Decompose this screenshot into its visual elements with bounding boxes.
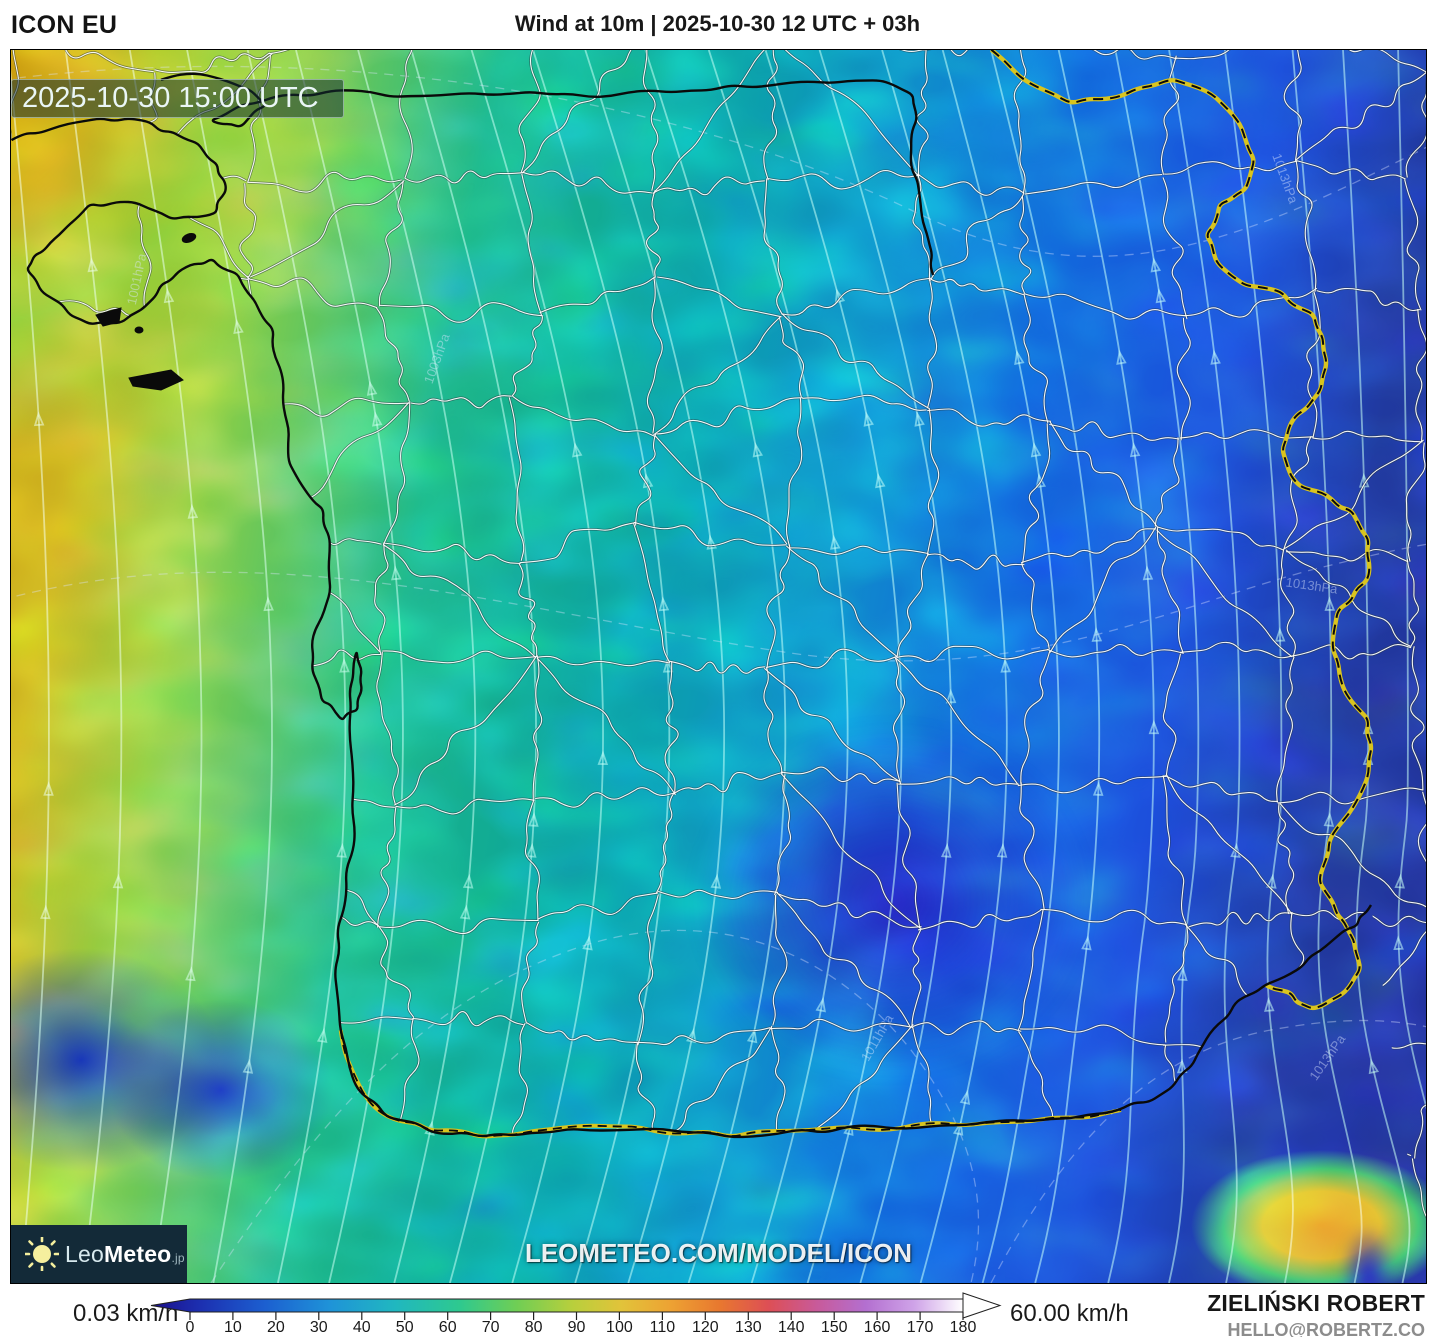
svg-text:30: 30 <box>310 1319 328 1336</box>
svg-text:130: 130 <box>735 1319 762 1336</box>
svg-text:100: 100 <box>606 1319 633 1336</box>
svg-text:140: 140 <box>778 1319 805 1336</box>
svg-text:70: 70 <box>482 1319 500 1336</box>
svg-text:120: 120 <box>692 1319 719 1336</box>
svg-text:0: 0 <box>186 1319 195 1336</box>
svg-text:160: 160 <box>864 1319 891 1336</box>
svg-text:10: 10 <box>224 1319 242 1336</box>
svg-text:80: 80 <box>525 1319 543 1336</box>
svg-text:110: 110 <box>650 1319 676 1336</box>
svg-text:50: 50 <box>396 1319 414 1336</box>
svg-text:90: 90 <box>568 1319 586 1336</box>
svg-text:170: 170 <box>907 1319 934 1336</box>
svg-text:150: 150 <box>821 1319 848 1336</box>
svg-text:60: 60 <box>439 1319 457 1336</box>
svg-text:180: 180 <box>950 1319 977 1336</box>
svg-text:40: 40 <box>353 1319 371 1336</box>
svg-text:20: 20 <box>267 1319 285 1336</box>
